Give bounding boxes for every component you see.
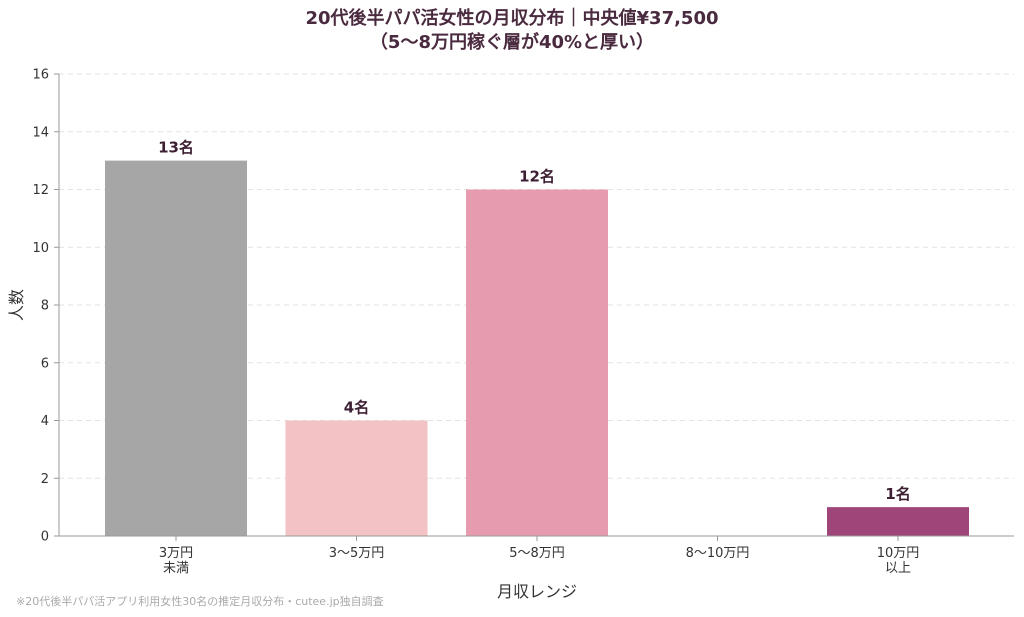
- chart-subtitle: （5〜8万円稼ぐ層が40%と厚い）: [369, 32, 655, 53]
- data-label: 4名: [344, 399, 369, 417]
- bars: [105, 160, 969, 536]
- bar: [105, 160, 247, 536]
- x-tick-label: 3〜5万円: [329, 546, 385, 561]
- y-tick-label: 12: [32, 183, 49, 198]
- y-axis-ticks: 0 2 4 6 8 10 12 14 16: [32, 68, 59, 545]
- x-tick-label: 10万円: [877, 546, 920, 561]
- x-tick-label: 8〜10万円: [686, 546, 750, 561]
- bar: [466, 189, 608, 536]
- y-tick-label: 2: [41, 472, 49, 487]
- y-tick-label: 0: [41, 530, 49, 545]
- chart-title: 20代後半パパ活女性の月収分布｜中央値¥37,500: [305, 8, 719, 29]
- y-tick-label: 6: [41, 356, 49, 371]
- source-note: ※20代後半パパ活アプリ利用女性30名の推定月収分布・cutee.jp独自調査: [16, 595, 384, 608]
- bar: [285, 420, 428, 536]
- x-tick-label: 5〜8万円: [509, 546, 565, 561]
- x-tick-label: 未満: [163, 561, 189, 576]
- x-tick-label: 以上: [885, 561, 911, 576]
- data-label: 12名: [519, 168, 555, 186]
- y-tick-label: 8: [41, 299, 49, 314]
- data-label: 1名: [885, 485, 910, 503]
- data-labels: 13名 4名 12名 1名: [158, 139, 911, 504]
- data-label: 13名: [158, 139, 194, 157]
- bar: [827, 507, 969, 536]
- y-tick-label: 10: [32, 241, 49, 256]
- x-tick-label: 3万円: [159, 546, 193, 561]
- y-tick-label: 14: [32, 125, 49, 140]
- x-axis-label: 月収レンジ: [497, 582, 577, 601]
- y-tick-label: 4: [41, 414, 49, 429]
- y-axis-label: 人数: [7, 289, 26, 321]
- y-tick-label: 16: [32, 68, 49, 83]
